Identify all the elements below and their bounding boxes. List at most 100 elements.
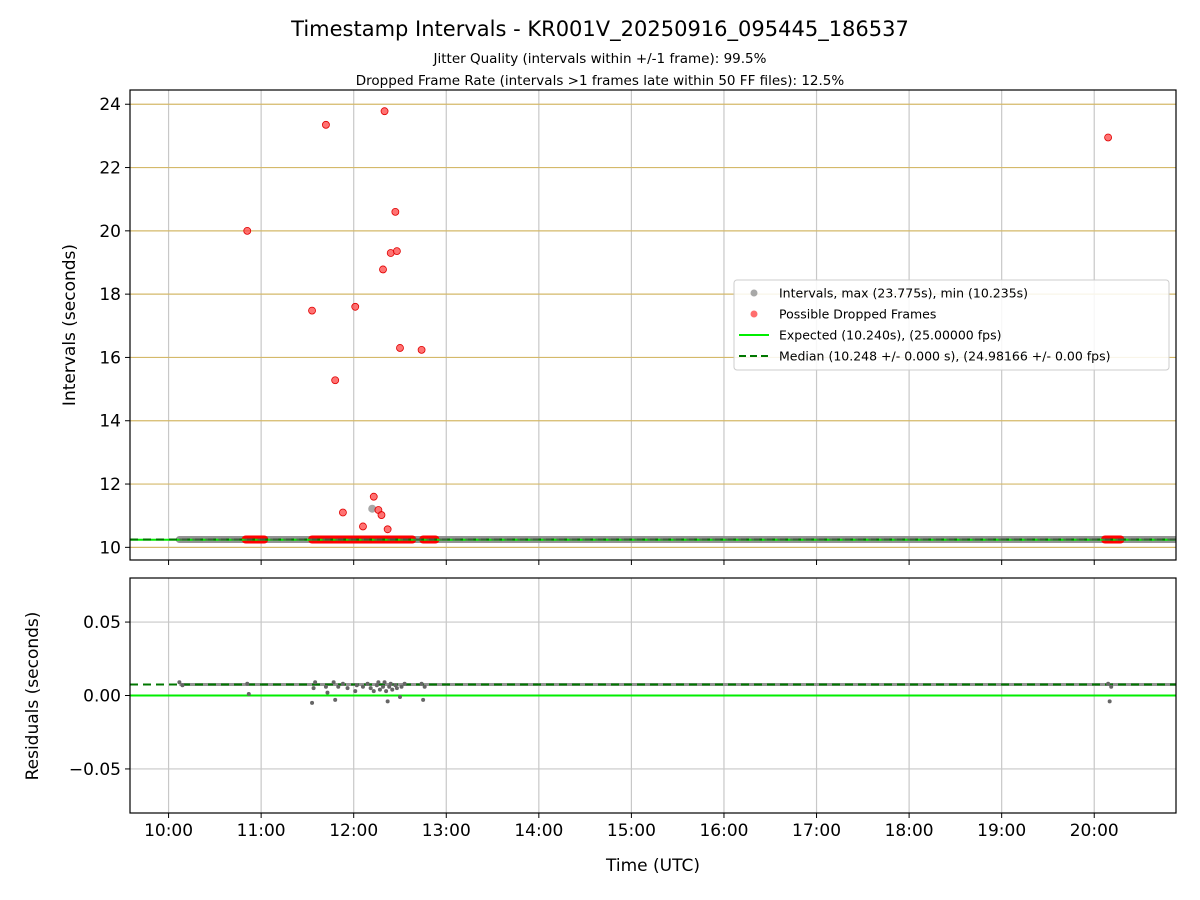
- legend: Intervals, max (23.775s), min (10.235s) P…: [733, 279, 1170, 371]
- residual-point: [390, 687, 395, 692]
- dropped-frame-point: [1104, 133, 1113, 142]
- residual-point: [399, 684, 404, 689]
- y-tick-label: 20: [99, 222, 121, 242]
- plot-area: [130, 90, 1176, 560]
- y-tick-label: 12: [99, 475, 121, 495]
- x-tick-label: 14:00: [514, 821, 563, 841]
- x-axis-label: Time (UTC): [605, 856, 700, 876]
- x-tick-label: 16:00: [699, 821, 748, 841]
- residual-point: [1107, 699, 1112, 704]
- residuals-y-axis-label: Residuals (seconds): [23, 612, 43, 781]
- legend-marker: [750, 310, 758, 318]
- residual-point: [336, 684, 341, 689]
- x-tick-label: 13:00: [422, 821, 471, 841]
- chart-subtitle-jitter: Jitter Quality (intervals within +/-1 fr…: [433, 51, 767, 67]
- dropped-frame-point: [308, 306, 316, 315]
- residual-point: [381, 684, 386, 689]
- residual-point: [385, 699, 390, 704]
- x-tick-label: 19:00: [977, 821, 1026, 841]
- x-tick-label: 20:00: [1070, 821, 1119, 841]
- residual-point: [331, 680, 336, 685]
- residuals-panel: 10:00 11:00 12:00 13:00 14:00 15:00 16:00 17:00…: [69, 577, 1177, 841]
- y-tick-label: 24: [99, 95, 121, 115]
- dropped-frame-point: [322, 120, 330, 129]
- residual-point: [340, 681, 345, 686]
- intervals-panel: 10 12 14 16 18 20 22 24: [99, 89, 1177, 565]
- x-tick-label: 10:00: [144, 821, 193, 841]
- residual-point: [374, 683, 379, 688]
- legend-item: Possible Dropped Frames: [750, 307, 936, 322]
- y-tick-label: 18: [99, 285, 121, 305]
- legend-item: Expected (10.240s), (25.00000 fps): [739, 328, 1001, 343]
- residuals-frame: [129, 577, 1177, 814]
- dropped-frame-point: [417, 345, 426, 354]
- residual-point: [377, 687, 382, 692]
- residual-point: [180, 683, 185, 688]
- dropped-frame-point: [380, 107, 389, 116]
- chart-subtitle-dropped: Dropped Frame Rate (intervals >1 frames …: [356, 73, 845, 89]
- residual-point: [1106, 681, 1111, 686]
- residual-point: [310, 700, 315, 705]
- dropped-frame-point: [243, 226, 252, 235]
- x-tick-label: 15:00: [607, 821, 656, 841]
- dropped-frame-point: [392, 247, 401, 255]
- dropped-frame-point: [391, 207, 400, 216]
- dropped-frame-point: [359, 522, 367, 531]
- residual-point: [422, 684, 427, 689]
- residual-point: [360, 684, 365, 689]
- residual-point: [397, 694, 402, 699]
- dropped-frame-point: [377, 511, 386, 519]
- plot-area: [130, 578, 1176, 813]
- residual-point: [384, 689, 389, 694]
- legend-box: [733, 279, 1170, 371]
- y-tick-label: 22: [99, 159, 121, 179]
- x-tick-label: 11:00: [237, 821, 286, 841]
- residual-point: [376, 680, 381, 685]
- residual-point: [177, 680, 182, 685]
- x-tick-label: 12:00: [329, 821, 378, 841]
- interval-point: [368, 504, 377, 513]
- residual-point: [419, 681, 424, 686]
- dropped-frame-point: [396, 344, 404, 352]
- residual-point: [246, 692, 251, 697]
- chart-title: Timestamp Intervals - KR001V_20250916_09…: [290, 17, 909, 42]
- dropped-frame-point: [339, 508, 347, 517]
- legend-marker: [750, 289, 758, 297]
- residual-point: [371, 689, 376, 694]
- residual-point: [421, 697, 426, 702]
- residual-point: [394, 686, 399, 691]
- dropped-frame-point: [351, 302, 360, 311]
- residual-point: [365, 681, 370, 686]
- residual-point: [353, 689, 358, 694]
- residual-point: [382, 680, 387, 685]
- legend-label: Expected (10.240s), (25.00000 fps): [779, 328, 1001, 343]
- y-tick-label: 14: [99, 412, 121, 432]
- legend-item: Median (10.248 +/- 0.000 s), (24.98166 +…: [739, 349, 1110, 364]
- residual-point: [387, 684, 392, 689]
- residual-point: [313, 680, 318, 685]
- residual-point: [345, 686, 350, 691]
- residual-point: [325, 690, 330, 695]
- x-tick-label: 18:00: [885, 821, 934, 841]
- residual-point: [354, 683, 359, 688]
- y-tick-label: 16: [99, 348, 121, 368]
- legend-label: Intervals, max (23.775s), min (10.235s): [779, 286, 1028, 301]
- dropped-frame-point: [379, 265, 387, 274]
- residual-point: [333, 697, 338, 702]
- y-tick-label: 10: [99, 538, 121, 558]
- residual-point: [245, 681, 250, 686]
- residual-point: [368, 686, 373, 691]
- dropped-frame-point: [383, 525, 392, 534]
- x-tick-label: 17:00: [792, 821, 841, 841]
- intervals-frame: [129, 89, 1177, 561]
- intervals-y-axis-label: Intervals (seconds): [60, 244, 80, 406]
- legend-label: Possible Dropped Frames: [779, 307, 936, 322]
- dropped-frame-point: [331, 376, 340, 385]
- residual-point: [311, 686, 316, 691]
- residual-point: [393, 683, 398, 688]
- legend-label: Median (10.248 +/- 0.000 s), (24.98166 +…: [779, 349, 1110, 364]
- legend-item: Intervals, max (23.775s), min (10.235s): [750, 286, 1028, 301]
- residual-point: [388, 681, 393, 686]
- residual-point: [323, 684, 328, 689]
